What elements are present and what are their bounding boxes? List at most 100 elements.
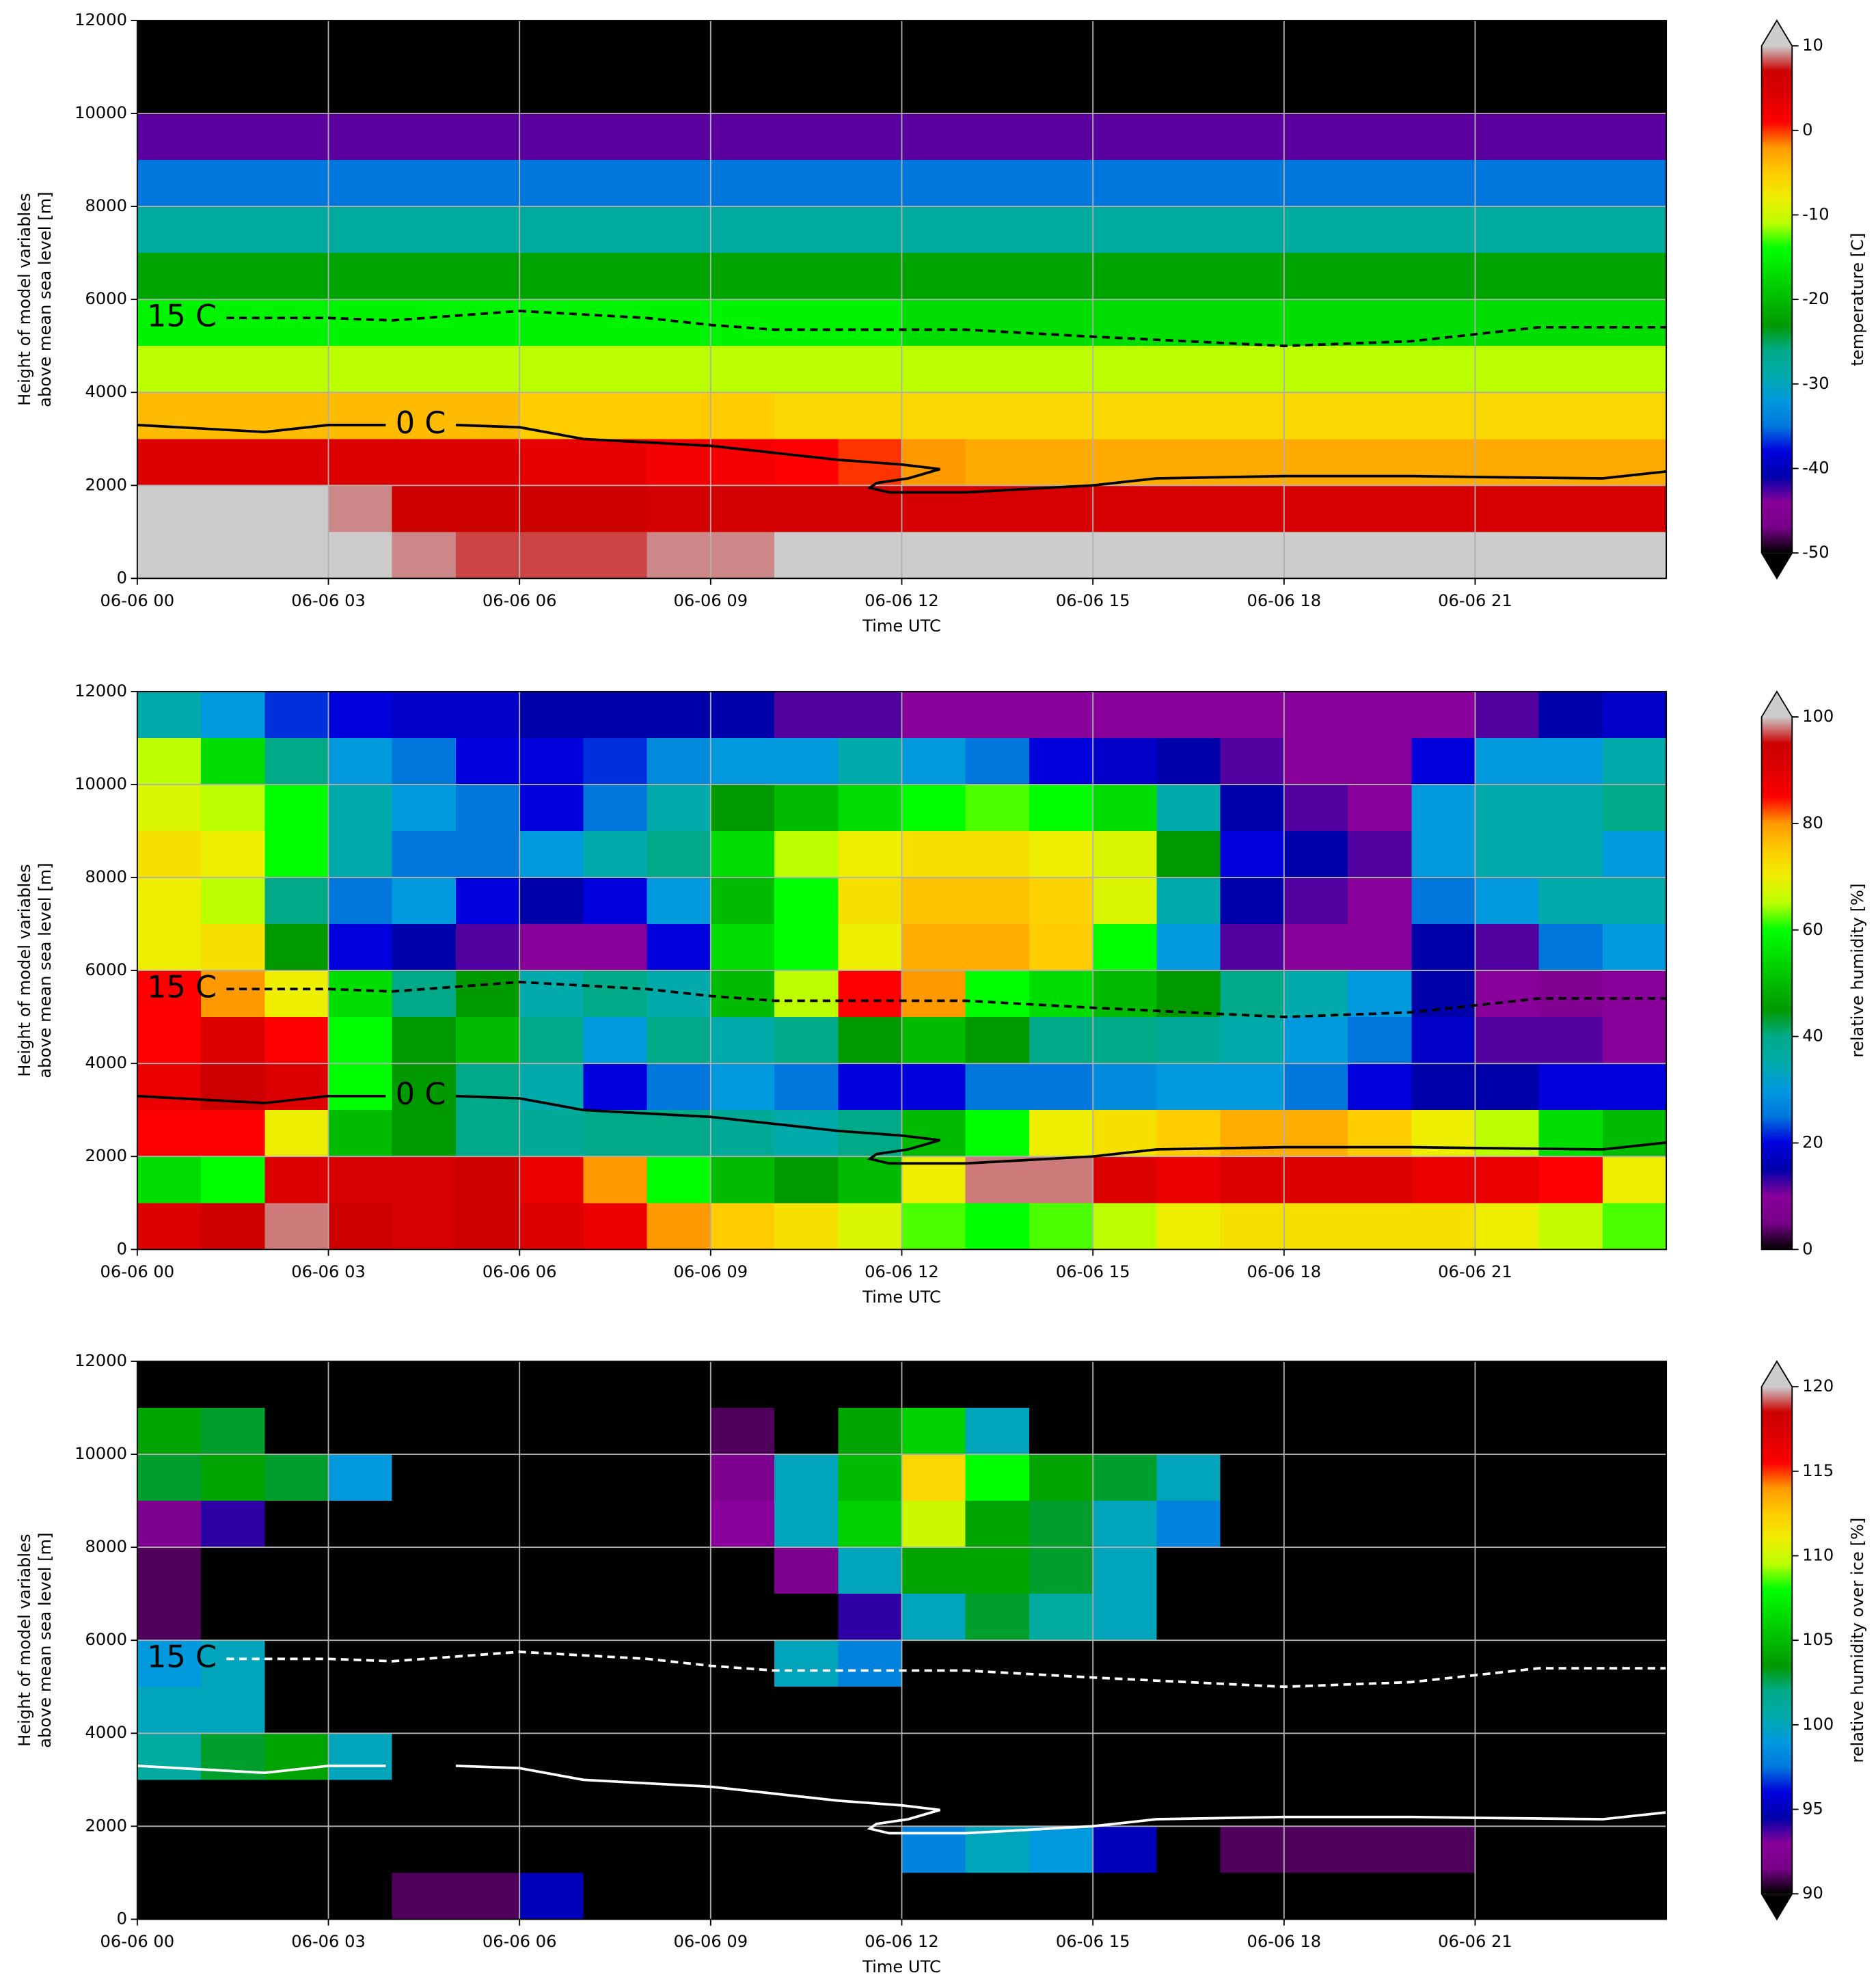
heatmap-cell [1029, 299, 1093, 346]
y-tick-label: 0 [117, 568, 127, 587]
heatmap-cell [1220, 1826, 1284, 1873]
heatmap-cell [1156, 1594, 1221, 1641]
heatmap-cell [1348, 346, 1412, 393]
heatmap-cell [1411, 877, 1476, 925]
heatmap-cell [647, 691, 711, 738]
heatmap-cell [965, 1361, 1029, 1408]
heatmap-cell [455, 206, 520, 254]
heatmap-cell [583, 830, 647, 878]
heatmap-cell [1602, 737, 1667, 785]
heatmap-cell [1283, 1873, 1348, 1920]
x-tick-label: 06-06 09 [674, 591, 748, 610]
heatmap-cell [455, 830, 520, 878]
heatmap-cell [647, 1361, 711, 1408]
heatmap-cell [1602, 1454, 1667, 1501]
heatmap-cell [1538, 1873, 1603, 1920]
heatmap-cell [710, 1687, 775, 1734]
heatmap-cell [264, 532, 329, 579]
heatmap-cell [264, 970, 329, 1018]
y-tick-label: 6000 [85, 1630, 126, 1649]
heatmap-cell [137, 1156, 202, 1203]
heatmap-cell [1220, 299, 1284, 346]
heatmap-cell [264, 1780, 329, 1827]
heatmap-cell [264, 1156, 329, 1203]
heatmap-cell [1029, 1873, 1093, 1920]
heatmap-cell [328, 439, 392, 486]
y-axis-label: above mean sea level [m] [36, 1532, 55, 1747]
heatmap-cell [264, 830, 329, 878]
heatmap-cell [901, 1501, 966, 1548]
heatmap-cell [647, 784, 711, 831]
heatmap-cell [137, 1780, 202, 1827]
heatmap-cell [710, 1408, 775, 1455]
heatmap-cell [901, 392, 966, 439]
heatmap-cell [519, 924, 584, 971]
heatmap-cell [328, 346, 392, 393]
heatmap-cell [1411, 392, 1476, 439]
heatmap-cell [1093, 1203, 1157, 1250]
heatmap-cell [519, 1547, 584, 1594]
heatmap-cell [1602, 691, 1667, 738]
heatmap-cell [328, 1640, 392, 1687]
heatmap-cell [455, 1063, 520, 1111]
heatmap-cell [201, 532, 265, 579]
heatmap-cell [137, 485, 202, 532]
heatmap-cell [519, 439, 584, 486]
heatmap-cell [137, 1203, 202, 1250]
contour-line [226, 1650, 1667, 1689]
heatmap-cell [1602, 253, 1667, 300]
heatmap-cell [1093, 1826, 1157, 1873]
heatmap-cell [1538, 1156, 1603, 1203]
heatmap-cell [710, 113, 775, 161]
heatmap-cell [201, 20, 265, 67]
colorbar-extend-max [1761, 1361, 1793, 1387]
heatmap-cell [264, 1017, 329, 1064]
colorbar [1761, 717, 1793, 1250]
heatmap-cell [1602, 1687, 1667, 1734]
heatmap-cell [583, 1454, 647, 1501]
heatmap-cell [1538, 1826, 1603, 1873]
heatmap-cell [838, 253, 902, 300]
heatmap-cell [455, 1501, 520, 1548]
heatmap-cell [901, 299, 966, 346]
heatmap-cell [392, 20, 456, 67]
heatmap-cell [1602, 392, 1667, 439]
heatmap-cell [519, 1826, 584, 1873]
heatmap-cell [1411, 20, 1476, 67]
heatmap-cell [1029, 877, 1093, 925]
colorbar-tick-label: 20 [1802, 1132, 1823, 1152]
contour-line [226, 981, 1667, 1019]
heatmap-cell [901, 113, 966, 161]
y-axis-label: above mean sea level [m] [36, 191, 55, 407]
heatmap-cell [901, 66, 966, 113]
heatmap-cell [1283, 485, 1348, 532]
x-tick-label: 06-06 18 [1247, 591, 1322, 610]
heatmap-cell [455, 532, 520, 579]
heatmap-cell [1029, 1780, 1093, 1827]
heatmap-cell [1029, 20, 1093, 67]
heatmap-cell [583, 1826, 647, 1873]
colorbar-label: relative humidity [%] [1848, 884, 1867, 1058]
heatmap-cell [1538, 532, 1603, 579]
heatmap-cell [1093, 877, 1157, 925]
heatmap-cell [647, 439, 711, 486]
heatmap-cell [965, 784, 1029, 831]
y-tick-label: 6000 [85, 960, 126, 979]
heatmap-cell [1602, 346, 1667, 393]
heatmap-cell [1348, 160, 1412, 207]
heatmap-cell [201, 1110, 265, 1157]
heatmap-cell [1283, 877, 1348, 925]
contour-line [137, 1765, 1667, 1835]
heatmap-cell [455, 299, 520, 346]
heatmap-cell [264, 346, 329, 393]
heatmap-cell [1283, 1361, 1348, 1408]
heatmap-cell [519, 737, 584, 785]
heatmap-cell [1156, 1687, 1221, 1734]
heatmap-cell [647, 1110, 711, 1157]
heatmap-cell [647, 1063, 711, 1111]
heatmap-cell [1475, 66, 1539, 113]
heatmap-cell [1538, 1501, 1603, 1548]
heatmap-cell [901, 691, 966, 738]
heatmap-cell [1093, 1361, 1157, 1408]
